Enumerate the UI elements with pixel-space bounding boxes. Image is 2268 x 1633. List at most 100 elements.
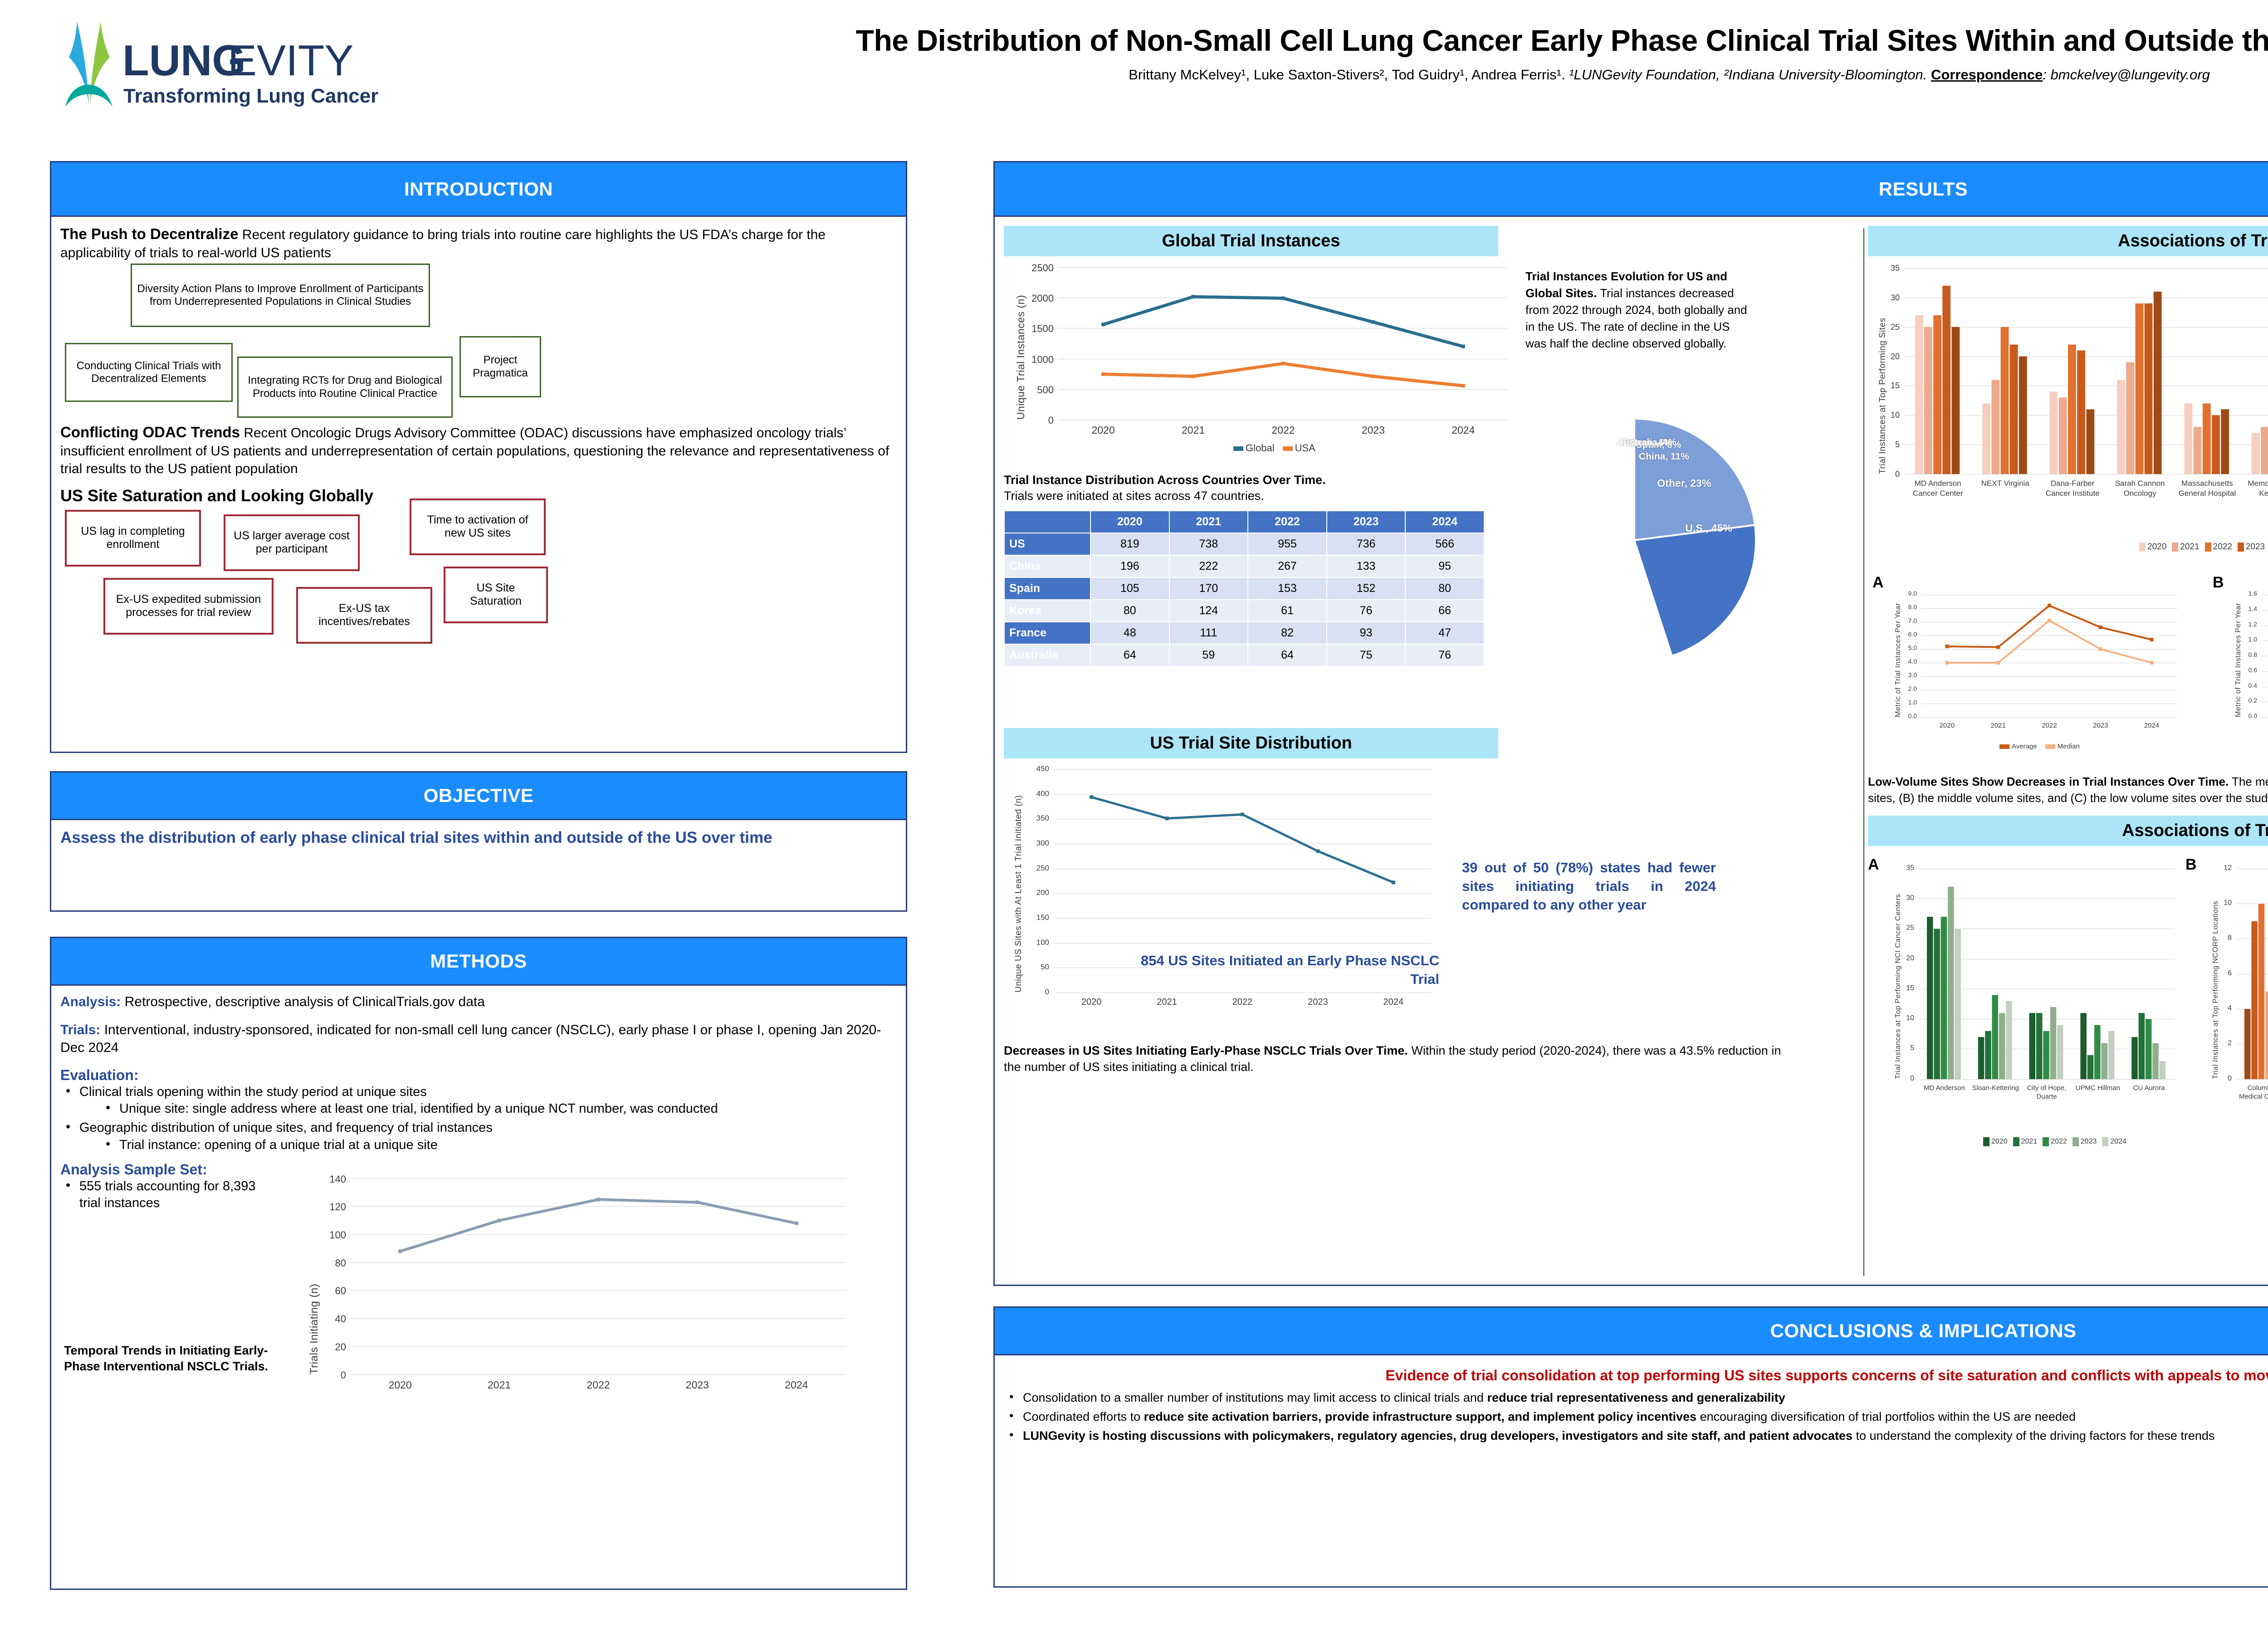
gridline <box>1058 267 1508 268</box>
y-axis-tick: 12 <box>2224 864 2232 872</box>
y-axis-tick: 100 <box>329 1229 346 1241</box>
intro-green-box-group: Diversity Action Plans to Improve Enroll… <box>60 259 897 454</box>
chart-legend: Global USA <box>1233 442 1315 454</box>
table-col-header: 2020 <box>1090 510 1170 534</box>
legend-swatch <box>2045 744 2055 749</box>
list-item: Unique site: single address where at lea… <box>100 1100 897 1118</box>
methods-trials-label: Trials: <box>60 1022 101 1037</box>
y-axis-tick: 10 <box>2224 899 2232 907</box>
subheading-nci-resourcing: Associations of Trial Instances with NCI… <box>1868 815 2268 846</box>
y-axis-label: Unique Trial Instances (n) <box>1015 294 1026 420</box>
objective-heading: OBJECTIVE <box>51 772 906 820</box>
gridline <box>1904 415 2268 416</box>
red-box-saturation: US Site Saturation <box>444 566 548 623</box>
methods-body: Analysis: Retrospective, descriptive ana… <box>51 986 906 1423</box>
y-axis-tick: 40 <box>335 1313 346 1325</box>
y-axis-tick: 400 <box>1036 789 1049 798</box>
chart-volume-B: 0.00.20.40.60.81.01.21.41.62020202120222… <box>2226 587 2268 768</box>
legend-swatch <box>2139 542 2146 552</box>
legend-swatch <box>1282 446 1293 451</box>
y-axis-tick: 0 <box>1045 988 1049 996</box>
list-item: Trial instance: opening of a unique tria… <box>100 1136 897 1154</box>
y-axis-tick: 5 <box>1895 440 1900 450</box>
x-axis-tick: 2023 <box>2093 722 2108 729</box>
pie-slice-label: Australia, 4% <box>1616 437 1677 448</box>
results-left-column: Global Trial Instances 0 500 1000 1500 2000 2… <box>1004 226 1852 1076</box>
lungevity-logo: LUNG EVITY Transforming Lung Cancer <box>59 18 454 127</box>
table-cell: 124 <box>1168 599 1249 623</box>
svg-text:LUNG: LUNG <box>122 36 246 85</box>
legend-swatch <box>2237 542 2244 552</box>
us-caption-text: Within the study period (2020-2024), the… <box>1004 1044 1781 1074</box>
conclusions-highlight: Evidence of trial consolidation at top p… <box>1385 1367 2268 1384</box>
table-cell: 222 <box>1168 555 1249 578</box>
page-title: The Distribution of Non-Small Cell Lung … <box>855 24 2268 57</box>
sample-item-0: 555 trials accounting for 8,393 trial in… <box>79 1178 256 1211</box>
methods-analysis: Analysis: Retrospective, descriptive ana… <box>60 993 897 1011</box>
list-item: Clinical trials opening within the study… <box>60 1083 897 1118</box>
y-axis-label: Metric of Trial Instances Per Year <box>1894 603 1902 717</box>
chart-volume-A: 0.0 1.0 2.0 3.0 4.0 5.0 6.0 7.0 8.0 9.0 2020 2021 20… <box>1886 587 2185 768</box>
list-item: Consolidation to a smaller number of ins… <box>1004 1389 2268 1406</box>
x-axis-tick: Sarah Cannon Oncology <box>2115 479 2165 498</box>
gridline <box>1919 1079 2175 1080</box>
red-box-submission: Ex-US expedited submission processes for… <box>103 577 274 635</box>
y-axis-tick: 350 <box>1036 814 1049 823</box>
conclusions-panel: CONCLUSIONS & IMPLICATIONS Evidence of t… <box>993 1306 2268 1588</box>
dist-caption-text: Trials were initiated at sites across 47… <box>1004 489 1264 503</box>
table-row: Australia 64 59 64 75 76 <box>1004 644 1485 667</box>
gridline <box>2262 671 2268 672</box>
legend-swatch <box>2172 542 2179 552</box>
abc-caption-text: The median and average number of trial i… <box>1868 775 2268 805</box>
conclusions-heading: CONCLUSIONS & IMPLICATIONS <box>995 1308 2268 1355</box>
global-chart-area: 0 500 1000 1500 2000 2500 2020 2021 2022 2023 2024… <box>1004 259 1852 472</box>
table-cell: 80 <box>1405 577 1485 601</box>
gridline <box>1921 608 2177 609</box>
methods-trials: Trials: Interventional, industry-sponsor… <box>60 1021 897 1057</box>
table-body: US 819 738 955 736 566 China 196 222 267 133 95 Spai… <box>1004 533 1485 667</box>
table-row: Spain 105 170 153 152 80 <box>1004 577 1485 601</box>
y-axis-tick: 0.0 <box>1908 712 1917 719</box>
conclusions-list: Consolidation to a smaller number of ins… <box>1004 1389 2268 1444</box>
methods-chart-caption: Temporal Trends in Initiating Early-Phas… <box>64 1343 269 1373</box>
table-cell: 66 <box>1405 599 1485 623</box>
y-axis-tick: 250 <box>1036 863 1049 872</box>
table-cell: 111 <box>1168 621 1249 645</box>
table-cell: 93 <box>1326 621 1406 645</box>
country-table-wrap: 2020 2021 2022 2023 2024 US 819 738 955 736 566 Ch… <box>1004 510 1485 667</box>
y-axis-tick: 2.0 <box>1908 685 1917 692</box>
table-cell: 153 <box>1247 577 1327 601</box>
gridline <box>351 1318 846 1319</box>
country-distribution-table: 2020 2021 2022 2023 2024 US 819 738 955 736 566 Ch… <box>1004 510 1485 667</box>
green-box-rcts: Integrating RCTs for Drug and Biological… <box>237 357 453 418</box>
y-axis-tick: 150 <box>1036 913 1049 922</box>
abc-letter-a: A <box>1872 574 1884 591</box>
gridline <box>351 1346 846 1347</box>
x-axis-tick: 2021 <box>488 1379 511 1391</box>
legend-entry: 2022 <box>2204 542 2232 552</box>
y-axis-tick: 0.0 <box>2248 712 2257 719</box>
objective-panel: OBJECTIVE Assess the distribution of ear… <box>50 771 907 912</box>
y-axis-tick: 15 <box>1906 984 1914 992</box>
chart-us-site-distribution: 0 50 100 150 200 250 300 350 400 450 2020 2021 2022 2… <box>1004 761 1439 1024</box>
correspondence-email: : bmckelvey@lungevity.org <box>2043 67 2210 83</box>
us-stat-left: 854 US Sites Initiated an Early Phase NS… <box>1140 953 1439 987</box>
eval-item-2: Geographic distribution of unique sites,… <box>79 1120 493 1135</box>
list-item: Geographic distribution of unique sites,… <box>60 1119 897 1154</box>
table-cell: 59 <box>1168 644 1249 667</box>
dist-caption: Trial Instance Distribution Across Count… <box>1004 472 1485 504</box>
table-cell: 64 <box>1247 644 1327 667</box>
x-axis-tick: 2023 <box>685 1379 709 1391</box>
methods-analysis-label: Analysis: <box>60 994 121 1009</box>
x-axis-tick: Massachusetts General Hospital <box>2178 479 2236 498</box>
eval-item-1: Unique site: single address where at lea… <box>119 1101 718 1116</box>
title-block: The Distribution of Non-Small Cell Lung … <box>490 24 2268 84</box>
table-cell: 64 <box>1090 644 1170 667</box>
table-cell: 95 <box>1405 555 1485 578</box>
table-cell: 170 <box>1168 577 1249 601</box>
intro-paragraph-1: The Push to Decentralize Recent regulato… <box>60 224 897 262</box>
gridline <box>2236 1079 2268 1080</box>
abc-letter-b: B <box>2213 574 2224 591</box>
legend-entry: 2022 <box>2043 1137 2067 1146</box>
